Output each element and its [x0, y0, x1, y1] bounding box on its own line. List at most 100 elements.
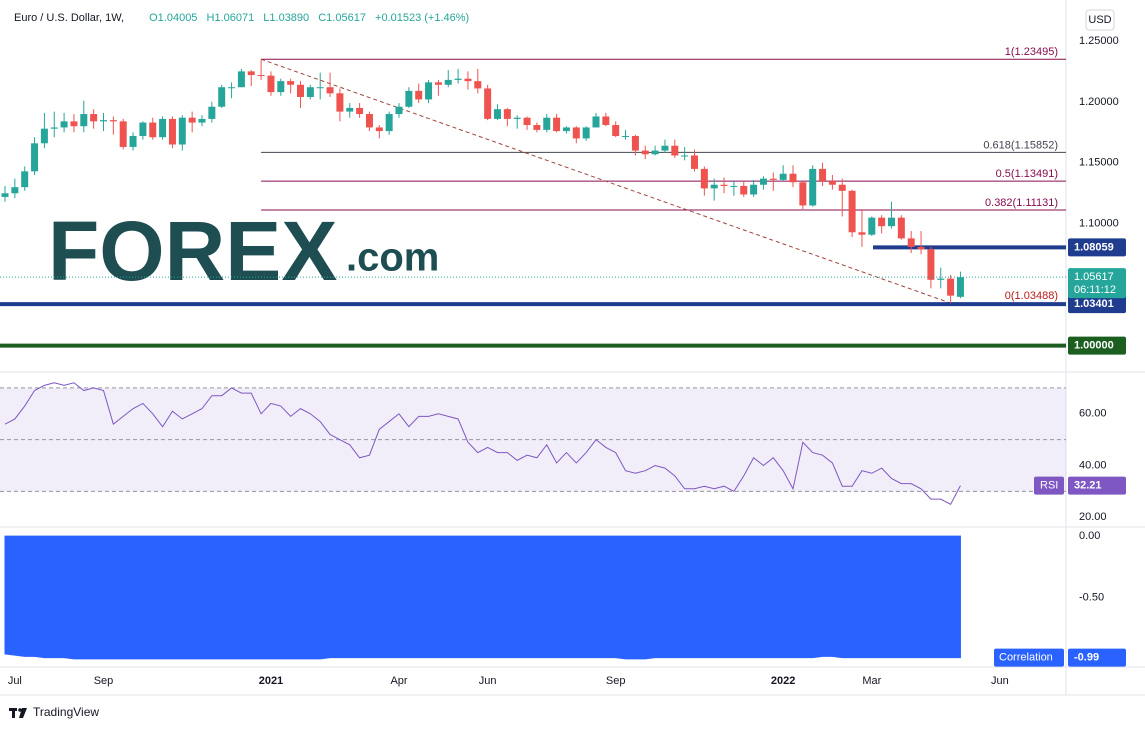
- candle-body: [691, 155, 698, 169]
- candle-body: [178, 117, 186, 145]
- candle-body: [287, 81, 295, 85]
- candle-body: [799, 182, 807, 206]
- candle-body: [11, 187, 19, 194]
- candle-body: [21, 171, 29, 188]
- candle-body: [878, 217, 886, 227]
- y-tick-label: 60.00: [1079, 408, 1107, 420]
- level-box: [1068, 295, 1126, 314]
- candle-body: [494, 109, 501, 119]
- candle-body: [533, 125, 541, 130]
- candle-body: [444, 79, 452, 85]
- tv-logo: [9, 708, 27, 718]
- ohlc-high: H1.06071: [207, 12, 255, 24]
- candle-body: [523, 117, 531, 126]
- candle-body: [119, 121, 127, 147]
- candle-body: [710, 184, 718, 189]
- candle-body: [956, 277, 964, 297]
- last-price-box: [1068, 268, 1126, 299]
- candle-body: [661, 145, 669, 151]
- candle-body: [208, 106, 216, 119]
- candle-body: [937, 278, 945, 280]
- candle-body: [720, 184, 728, 186]
- candle-body: [681, 155, 689, 157]
- candle-body: [50, 127, 58, 129]
- candle-body: [474, 81, 482, 89]
- y-tick-label: 1.25000: [1079, 35, 1119, 47]
- x-tick-label: Apr: [390, 675, 407, 687]
- candle-body: [740, 185, 748, 195]
- candle-body: [631, 135, 639, 151]
- candle-body: [947, 278, 955, 296]
- level-label: 1.08059: [1074, 241, 1114, 253]
- y-tick-label: 1.15000: [1079, 157, 1119, 169]
- tv-logo-part: [12, 708, 15, 718]
- candle-body: [897, 217, 905, 239]
- x-tick-label: Jun: [991, 675, 1009, 687]
- rsi-name-box: [1034, 476, 1064, 495]
- candle-body: [750, 184, 758, 195]
- candle-body: [888, 217, 895, 227]
- candle-body: [70, 121, 78, 127]
- candle-body: [168, 118, 176, 145]
- candle-body: [395, 106, 403, 115]
- y-tick-label: -0.50: [1079, 591, 1104, 603]
- candle-body: [90, 114, 98, 122]
- y-tick-label: 1.10000: [1079, 218, 1119, 230]
- candle-body: [218, 87, 226, 107]
- candle-body: [228, 87, 236, 89]
- candle-body: [425, 82, 433, 100]
- candle-body: [375, 127, 383, 132]
- candle-body: [602, 116, 610, 126]
- last-price-label: 1.05617: [1074, 271, 1114, 283]
- candle-body: [356, 107, 364, 115]
- y-tick-label: 0.00: [1079, 530, 1100, 542]
- corr-value-box: [1068, 648, 1126, 667]
- candle-body: [60, 121, 68, 128]
- trend-line: [260, 58, 951, 304]
- rsi-value-label: 32.21: [1074, 480, 1102, 492]
- fib-label: 1(1.23495): [1005, 46, 1058, 58]
- candle-body: [641, 150, 649, 155]
- x-tick-label: Mar: [862, 675, 881, 687]
- fib-label: 0.382(1.11131): [985, 197, 1058, 209]
- candle-body: [927, 249, 935, 280]
- footer-brand: TradingView: [33, 705, 99, 719]
- candle-body: [572, 127, 580, 139]
- chart-header: Euro / U.S. Dollar, 1W, O1.04005 H1.0607…: [14, 12, 469, 24]
- candle-body: [730, 185, 738, 187]
- candle-body: [592, 116, 600, 128]
- correlation-area: [4, 535, 961, 660]
- ohlc-low: L1.03890: [263, 12, 309, 24]
- candle-body: [622, 135, 630, 137]
- candle-body: [237, 71, 245, 88]
- candle-body: [40, 128, 48, 144]
- candle-body: [297, 84, 304, 97]
- candle-body: [100, 120, 107, 122]
- currency-box[interactable]: [1085, 9, 1115, 31]
- candle-body: [336, 93, 344, 112]
- candle-body: [759, 178, 767, 185]
- candle-body: [306, 87, 314, 97]
- candle-body: [346, 107, 354, 112]
- candle-body: [484, 88, 492, 119]
- level-box: [1068, 238, 1126, 257]
- candle-body: [80, 114, 88, 127]
- candle-body: [917, 246, 925, 250]
- x-tick-label: Sep: [606, 675, 626, 687]
- candle-body: [365, 114, 373, 128]
- rsi-name: RSI: [1040, 480, 1058, 492]
- countdown-label: 06:11:12: [1074, 284, 1116, 296]
- candle-body: [651, 150, 659, 155]
- corr-value-label: -0.99: [1074, 652, 1099, 664]
- candle-body: [562, 127, 570, 132]
- candle-body: [819, 168, 827, 182]
- candle-body: [543, 117, 551, 130]
- x-tick-label: 2022: [771, 675, 795, 687]
- candle-body: [326, 87, 334, 94]
- candle-body: [267, 75, 275, 93]
- fib-label: 0.5(1.13491): [996, 168, 1058, 180]
- corr-name: Correlation: [999, 652, 1053, 664]
- candle-body: [316, 87, 324, 89]
- candle-body: [809, 168, 817, 206]
